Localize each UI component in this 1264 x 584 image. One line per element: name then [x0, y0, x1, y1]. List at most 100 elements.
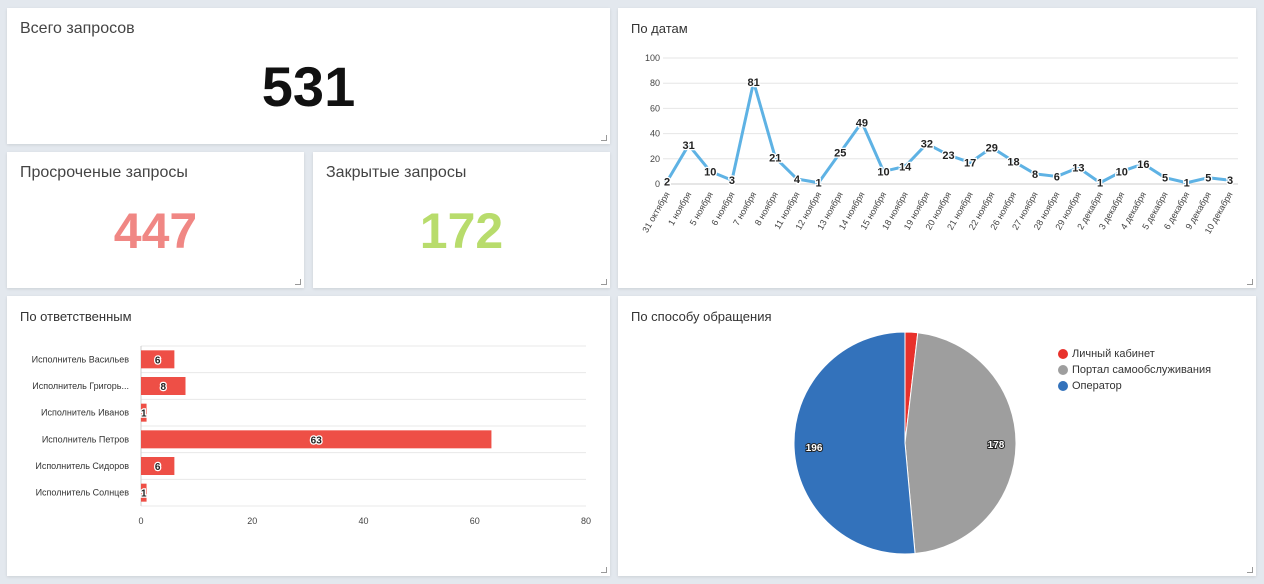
data-label: 3 [729, 175, 735, 187]
overdue-requests-card[interactable]: Просроченые запросы 447 [7, 152, 304, 288]
data-label: 25 [834, 148, 846, 160]
overdue-requests-title: Просроченые запросы [20, 164, 188, 181]
data-label: 14 [899, 161, 912, 173]
by-assignee-card[interactable]: По ответственным Исполнитель Васильев 6 Ис… [7, 296, 610, 576]
x-tick-label: 40 [358, 516, 368, 526]
data-label: 8 [1032, 169, 1038, 181]
data-label: 6 [1054, 171, 1060, 183]
resize-handle-icon[interactable] [601, 279, 607, 285]
closed-requests-card[interactable]: Закрытые запросы 172 [313, 152, 610, 288]
category-label: Исполнитель Солнцев [36, 488, 130, 498]
by-date-card[interactable]: По датам 0 20 40 60 80 100 2 31 10 3 81 21 4 1 25 49 10 1… [618, 8, 1256, 288]
data-point [881, 168, 887, 174]
pie-legend: Личный кабинет Портал самообслуживания Опе… [1058, 346, 1211, 394]
data-point [816, 180, 822, 186]
x-tick-label: 20 [247, 516, 257, 526]
data-point [794, 176, 800, 182]
y-tick-label: 100 [645, 53, 660, 63]
data-label: 1 [816, 178, 822, 190]
pie-slice [904, 332, 1017, 555]
data-point [1140, 161, 1146, 167]
category-label: Исполнитель Петров [42, 434, 129, 444]
bar [141, 403, 147, 422]
slice-label: 196 [806, 443, 823, 454]
by-channel-title: По способу обращения [631, 309, 772, 324]
data-label: 1 [1097, 178, 1103, 190]
bar [141, 457, 175, 475]
y-tick-label: 20 [650, 154, 660, 164]
category-label: Исполнитель Иванов [41, 408, 129, 418]
data-point [902, 163, 908, 169]
total-requests-card[interactable]: Всего запросов 531 [7, 8, 610, 144]
legend-item[interactable]: Оператор [1058, 378, 1211, 394]
data-label: 32 [921, 139, 933, 151]
data-point [989, 144, 995, 150]
resize-handle-icon[interactable] [601, 135, 607, 141]
resize-handle-icon[interactable] [1247, 567, 1253, 573]
data-point [1227, 177, 1233, 183]
data-label: 10 [877, 166, 889, 178]
resize-handle-icon[interactable] [601, 567, 607, 573]
data-label: 63 [311, 435, 323, 446]
data-point [1205, 175, 1211, 181]
category-label: Исполнитель Сидоров [35, 461, 129, 471]
data-label: 5 [1162, 173, 1168, 185]
data-point [729, 177, 735, 183]
data-point [751, 79, 757, 85]
bar [141, 350, 175, 369]
bar [141, 377, 186, 395]
closed-requests-title: Закрытые запросы [326, 164, 467, 181]
data-point [1032, 171, 1038, 177]
data-point [707, 168, 713, 174]
total-requests-title: Всего запросов [20, 20, 135, 37]
x-tick-label: 60 [470, 516, 480, 526]
data-label: 1 [141, 409, 147, 420]
legend-item[interactable]: Портал самообслуживания [1058, 362, 1211, 378]
data-label: 23 [942, 150, 954, 162]
data-label: 8 [160, 382, 166, 393]
x-tick-label: 0 [138, 516, 143, 526]
data-point [1184, 180, 1190, 186]
resize-handle-icon[interactable] [295, 279, 301, 285]
data-label: 5 [1205, 173, 1211, 185]
data-point [946, 152, 951, 158]
data-label: 49 [856, 117, 868, 129]
closed-requests-value: 172 [419, 203, 504, 259]
data-point [1119, 168, 1125, 174]
by-date-title: По датам [631, 21, 688, 36]
legend-swatch-icon [1058, 365, 1068, 375]
data-point [1097, 180, 1103, 186]
bar [141, 430, 492, 449]
pie-slice [793, 331, 916, 555]
data-label: 1 [141, 489, 147, 500]
resize-handle-icon[interactable] [1247, 279, 1253, 285]
data-label: 4 [794, 174, 801, 186]
data-point [1162, 175, 1168, 181]
data-point [924, 141, 930, 147]
data-label: 10 [1116, 166, 1128, 178]
data-label: 17 [964, 158, 976, 170]
data-point [1010, 158, 1016, 164]
legend-label: Оператор [1072, 380, 1122, 392]
data-label: 6 [155, 462, 161, 473]
category-label: Исполнитель Васильев [32, 354, 130, 364]
y-tick-label: 40 [650, 129, 660, 139]
overdue-requests-value: 447 [113, 203, 198, 259]
x-tick-label: 80 [581, 516, 591, 526]
by-assignee-title: По ответственным [20, 309, 132, 324]
legend-swatch-icon [1058, 381, 1068, 391]
y-tick-label: 60 [650, 103, 660, 113]
legend-item[interactable]: Личный кабинет [1058, 346, 1211, 362]
data-label: 13 [1072, 163, 1084, 175]
data-point [967, 160, 973, 166]
data-point [1075, 165, 1081, 171]
data-label: 31 [683, 140, 695, 152]
legend-swatch-icon [1058, 349, 1068, 359]
data-label: 1 [1184, 178, 1190, 190]
data-label: 10 [704, 166, 716, 178]
data-point [664, 178, 670, 184]
legend-label: Личный кабинет [1072, 348, 1155, 360]
x-tick-label: 31 октября [640, 190, 671, 234]
by-assignee-chart: Исполнитель Васильев 6 Исполнитель Григорь… [32, 345, 591, 526]
by-channel-card[interactable]: По способу обращения 178 196 Личный кабин… [618, 296, 1256, 576]
